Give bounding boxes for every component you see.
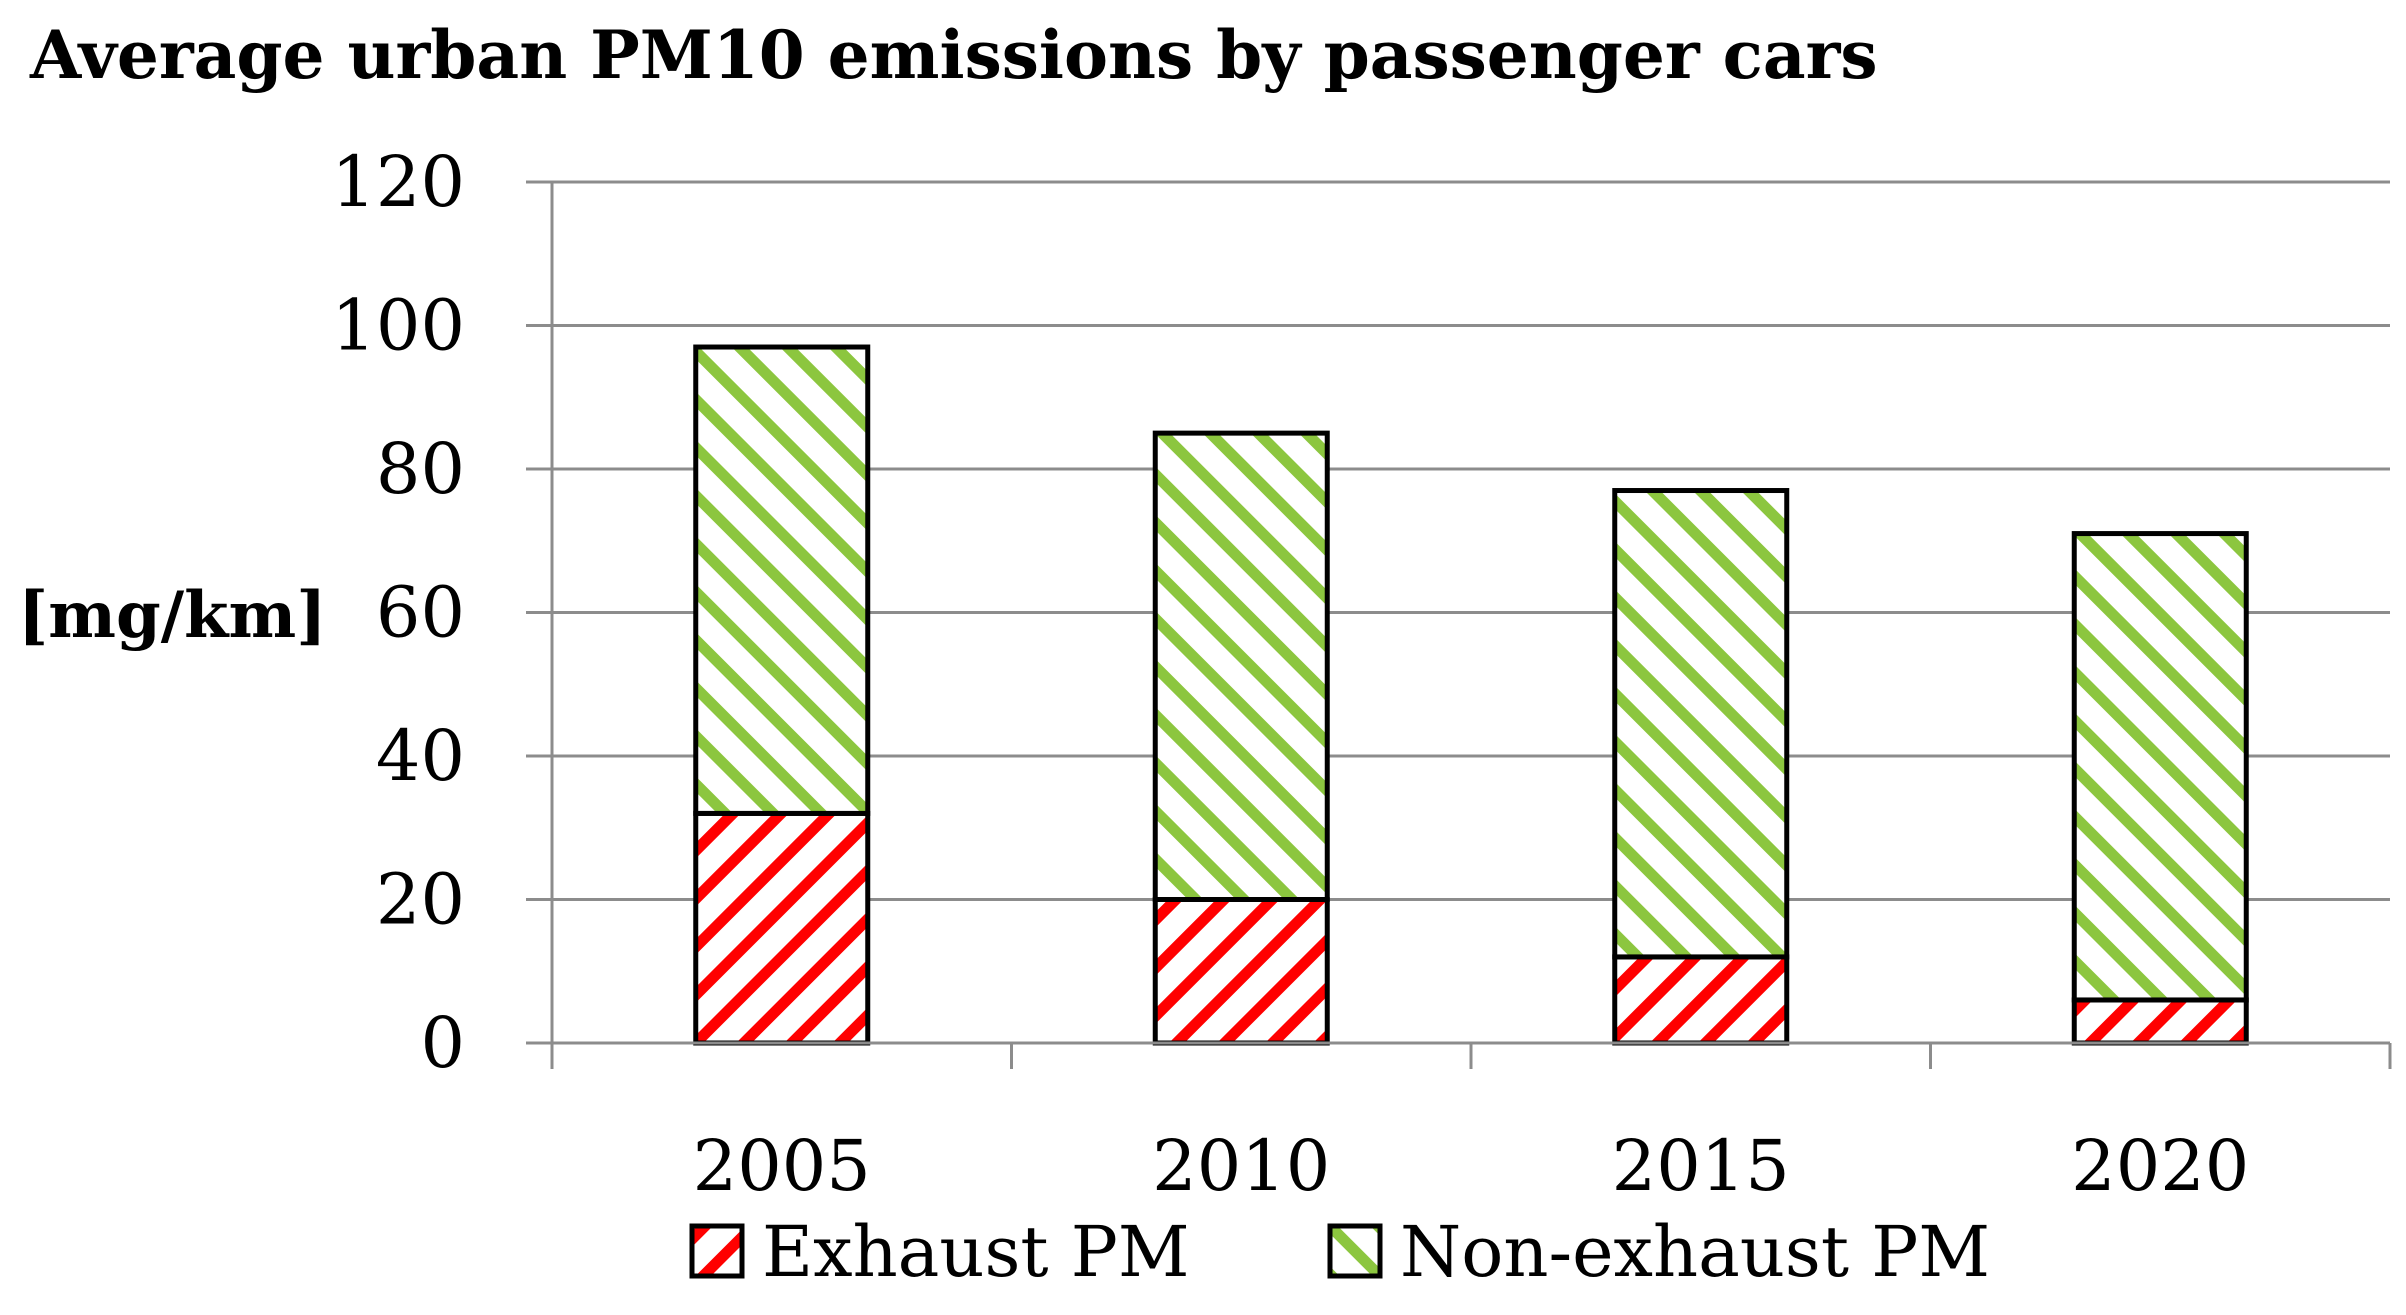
legend-swatch-non-exhaust <box>1327 1223 1383 1279</box>
y-tick-label: 40 <box>376 715 465 797</box>
x-tick-label: 2015 <box>1612 1125 1790 1207</box>
axes <box>526 182 2392 1069</box>
legend: Exhaust PM Non-exhaust PM <box>689 1211 1990 1293</box>
y-tick-label: 0 <box>420 1002 465 1084</box>
y-tick-label: 100 <box>331 285 465 367</box>
bar-exhaust-2015 <box>1612 954 1790 1046</box>
legend-swatch-exhaust <box>689 1223 745 1279</box>
bar-non-exhaust-2005 <box>693 344 871 816</box>
legend-label-exhaust: Exhaust PM <box>762 1211 1190 1293</box>
x-tick-label: 2010 <box>1152 1125 1330 1207</box>
bars <box>693 344 2249 1046</box>
y-tick-label: 20 <box>376 859 465 941</box>
x-tick-label: 2020 <box>2071 1125 2249 1207</box>
y-tick-labels: 0 20 40 60 80 100 120 <box>331 141 465 1084</box>
bar-exhaust-2020 <box>2071 997 2249 1046</box>
bar-exhaust-2005 <box>693 810 871 1046</box>
bar-exhaust-2010 <box>1152 897 1330 1046</box>
y-tick-label: 120 <box>331 141 465 223</box>
y-tick-label: 80 <box>376 428 465 510</box>
bar-non-exhaust-2010 <box>1152 430 1330 902</box>
y-tick-label: 60 <box>376 572 465 654</box>
legend-label-non-exhaust: Non-exhaust PM <box>1400 1211 1990 1293</box>
bar-non-exhaust-2015 <box>1612 488 1790 960</box>
x-tick-labels: 2005 2010 2015 2020 <box>693 1125 2250 1207</box>
bar-non-exhaust-2020 <box>2071 531 2249 1003</box>
chart-title: Average urban PM10 emissions by passenge… <box>29 16 1878 94</box>
y-axis-label: [mg/km] <box>18 578 326 653</box>
x-tick-label: 2005 <box>693 1125 871 1207</box>
